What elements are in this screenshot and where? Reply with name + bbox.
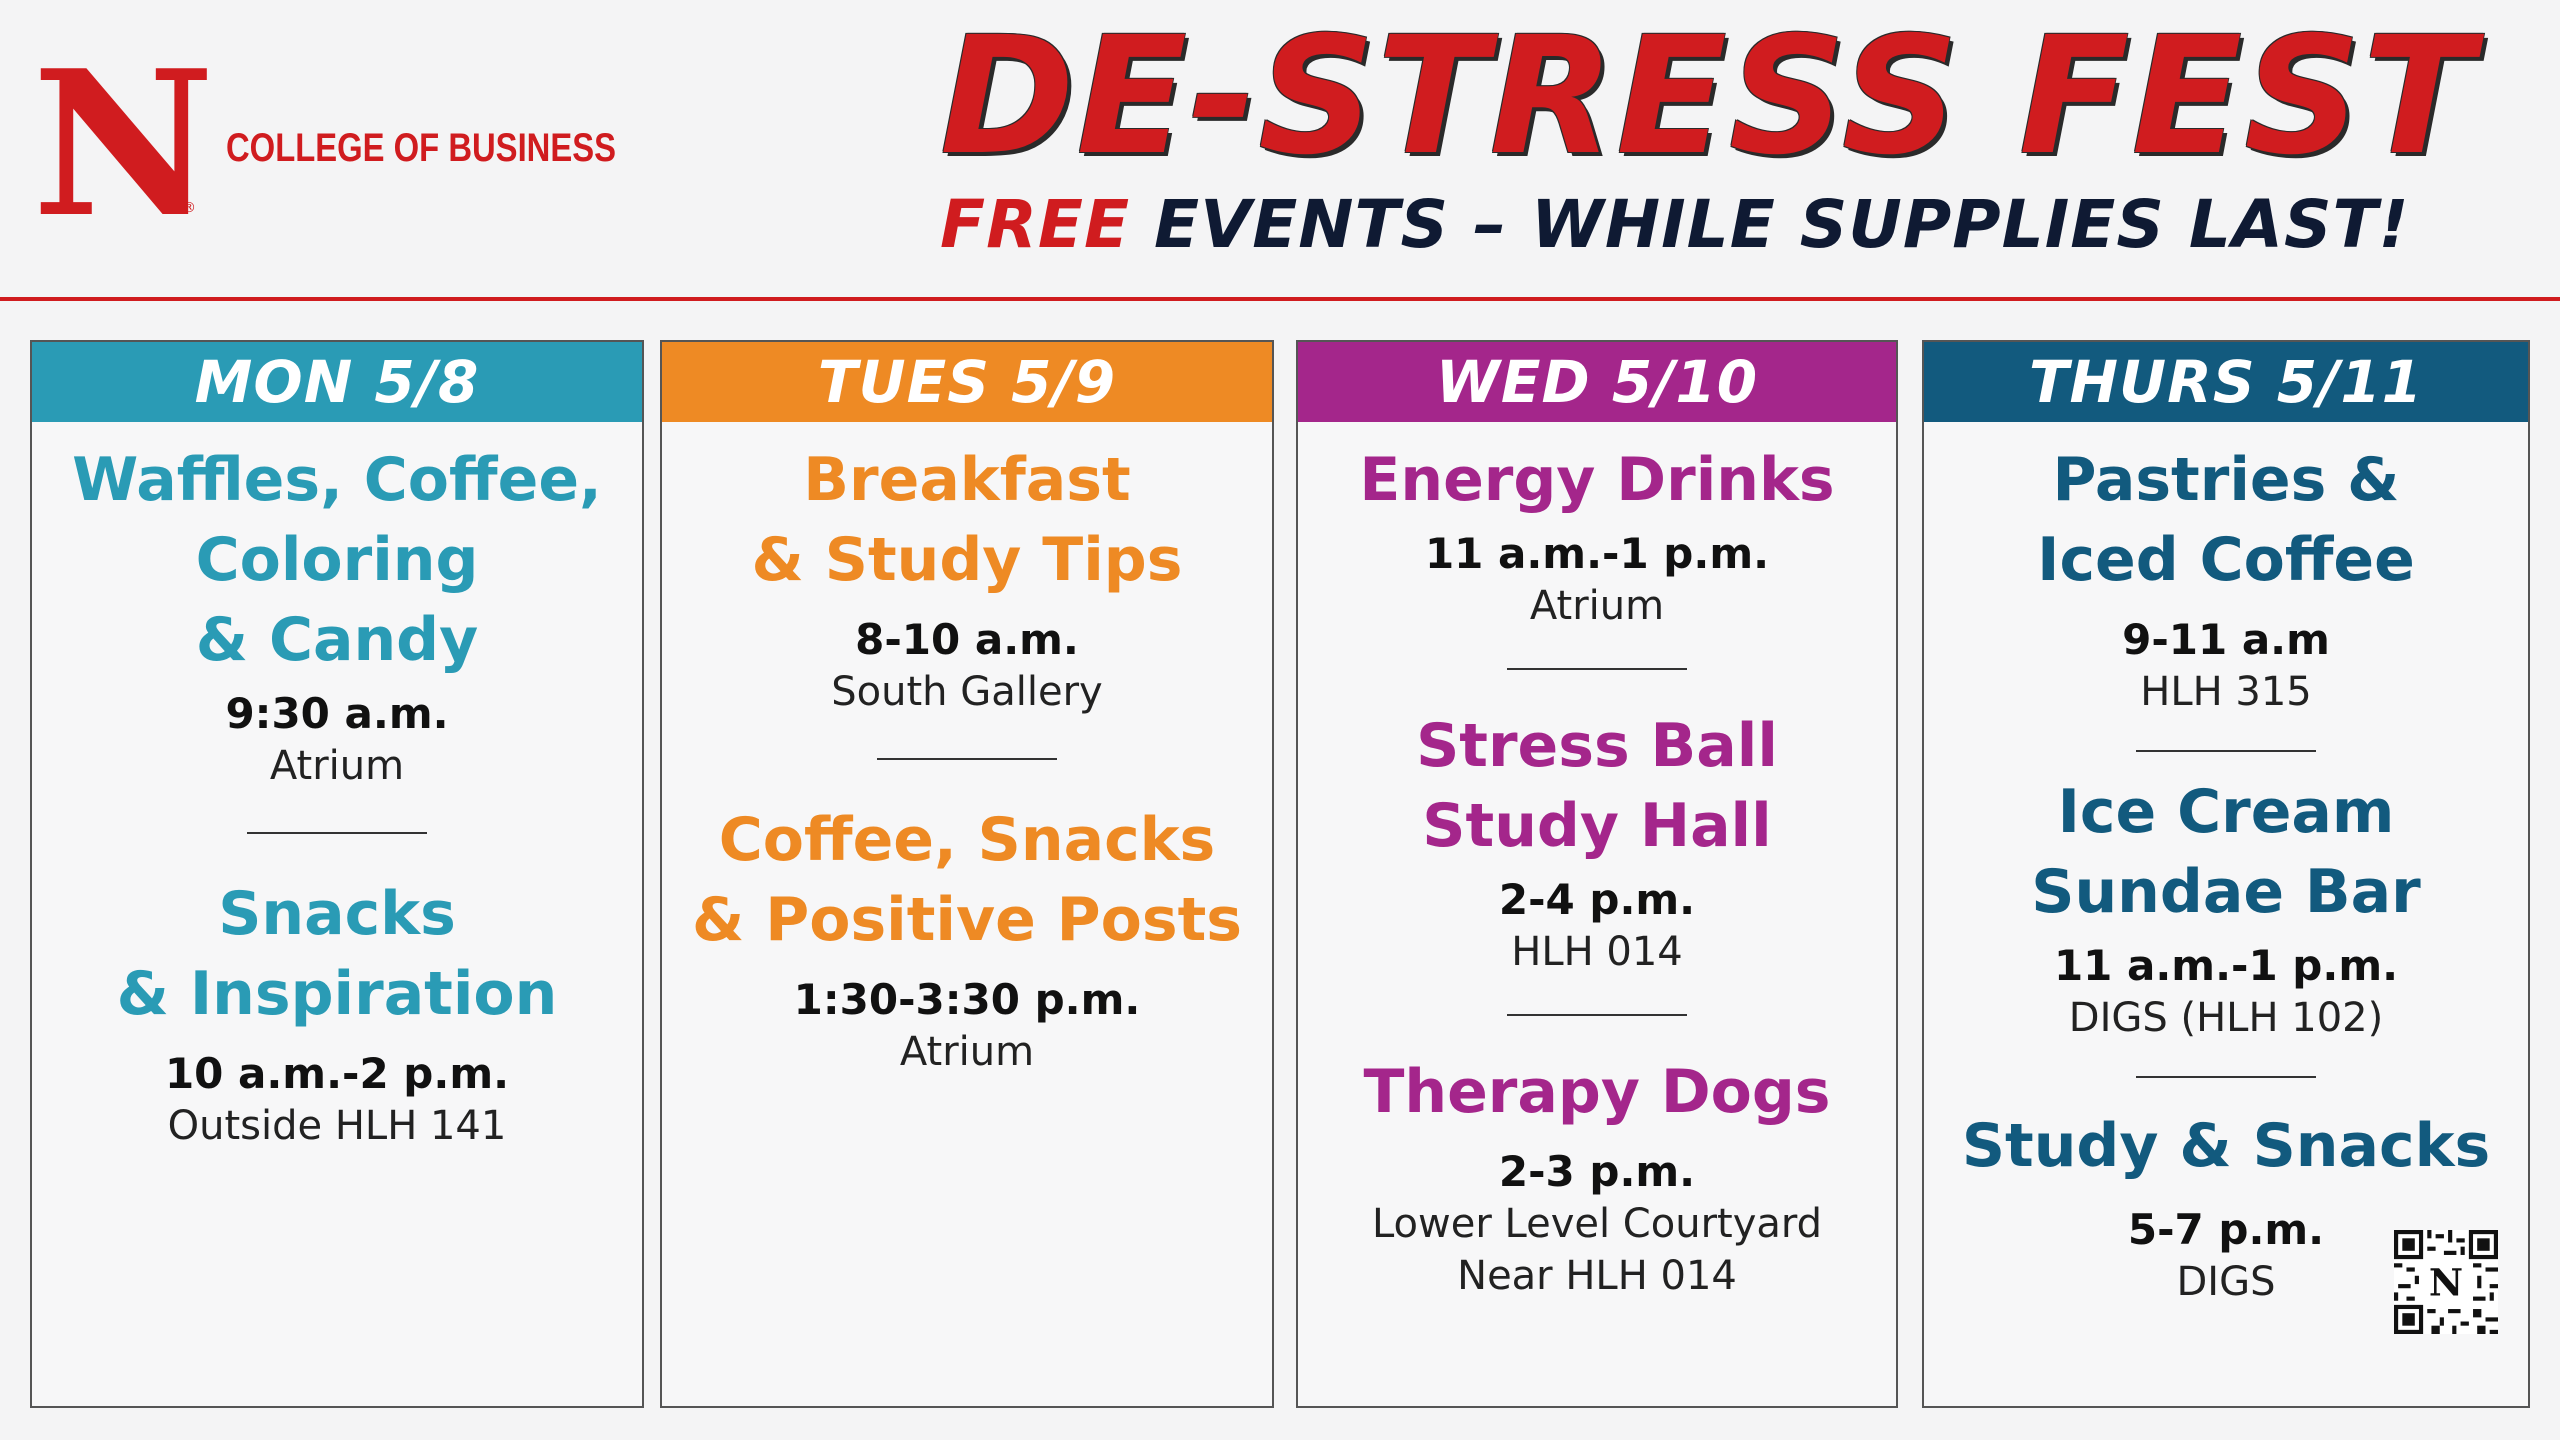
day-events: Waffles, Coffee, Coloring & Candy 9:30 a… [32, 422, 642, 1152]
event-name-line: Pastries & [2052, 445, 2400, 515]
event-divider [1507, 1014, 1687, 1016]
event-location: DIGS [2176, 1259, 2276, 1305]
event-name-line: Coloring [195, 525, 479, 595]
event-name-line: Waffles, Coffee, [72, 445, 602, 515]
qr-code-icon[interactable]: N [2394, 1230, 2498, 1334]
day-events: Energy Drinks 11 a.m.-1 p.m. Atrium Stre… [1298, 422, 1896, 1302]
event-name-line: & Candy [195, 605, 479, 675]
event-card: Pastries & Iced Coffee 9-11 a.m HLH 315 [1924, 440, 2528, 718]
event-divider [247, 832, 427, 834]
event-card: Coffee, Snacks & Positive Posts 1:30-3:3… [662, 800, 1272, 1078]
day-header: MON 5/8 [32, 342, 642, 422]
svg-text:N: N [2429, 1261, 2463, 1305]
event-name-line: Ice Cream [2057, 777, 2395, 847]
event-name-line: & Positive Posts [692, 885, 1242, 955]
event-card: Therapy Dogs 2-3 p.m. Lower Level Courty… [1298, 1052, 1896, 1302]
event-time: 11 a.m.-1 p.m. [1424, 529, 1770, 578]
event-card: Study & Snacks 5-7 p.m. DIGS [1924, 1106, 2528, 1308]
event-card: Waffles, Coffee, Coloring & Candy 9:30 a… [32, 440, 642, 792]
event-card: Energy Drinks 11 a.m.-1 p.m. Atrium [1298, 440, 1896, 632]
event-divider [877, 758, 1057, 760]
event-name-line: & Inspiration [116, 959, 558, 1029]
event-location: Atrium [1529, 583, 1665, 629]
event-location: South Gallery [831, 669, 1103, 715]
day-header: THURS 5/11 [1924, 342, 2528, 422]
event-name-line: Coffee, Snacks [718, 805, 1216, 875]
event-name-line: Breakfast [803, 445, 1131, 515]
event-divider [2136, 750, 2316, 752]
registered-mark: ® [182, 200, 196, 216]
event-card: Snacks & Inspiration 10 a.m.-2 p.m. Outs… [32, 874, 642, 1152]
event-time: 10 a.m.-2 p.m. [164, 1049, 510, 1098]
event-location: Atrium [899, 1029, 1035, 1075]
event-location: Lower Level Courtyard [1371, 1201, 1823, 1247]
event-card: Stress Ball Study Hall 2-4 p.m. HLH 014 [1298, 706, 1896, 978]
day-events: Pastries & Iced Coffee 9-11 a.m HLH 315 … [1924, 422, 2528, 1308]
event-location: HLH 014 [1511, 929, 1683, 975]
event-location: HLH 315 [2140, 669, 2312, 715]
event-time: 8-10 a.m. [855, 615, 1079, 664]
event-name-line: Therapy Dogs [1363, 1057, 1831, 1127]
event-time: 2-4 p.m. [1498, 875, 1696, 924]
event-name-line: Study & Snacks [1961, 1111, 2491, 1181]
event-name-line: Study Hall [1422, 791, 1772, 861]
event-card: Breakfast & Study Tips 8-10 a.m. South G… [662, 440, 1272, 718]
day-column-mon: MON 5/8 Waffles, Coffee, Coloring & Cand… [30, 340, 644, 1408]
event-location: DIGS (HLH 102) [2068, 995, 2384, 1041]
event-name-line: Stress Ball [1416, 711, 1778, 781]
event-time: 5-7 p.m. [2127, 1205, 2325, 1254]
event-time: 11 a.m.-1 p.m. [2053, 941, 2399, 990]
event-divider [1507, 668, 1687, 670]
event-location: Near HLH 014 [1457, 1253, 1737, 1299]
event-time: 9:30 a.m. [225, 689, 449, 738]
event-time: 2-3 p.m. [1498, 1147, 1696, 1196]
subtitle-rest: EVENTS – WHILE SUPPLIES LAST! [1130, 186, 2410, 263]
event-name-line: & Study Tips [751, 525, 1183, 595]
college-logo: N ® COLLEGE OF BUSINESS [32, 27, 702, 262]
event-location: Outside HLH 141 [167, 1103, 507, 1149]
event-location: Atrium [269, 743, 405, 789]
event-name-line: Sundae Bar [2031, 857, 2421, 927]
event-name-line: Snacks [218, 879, 456, 949]
event-card: Ice Cream Sundae Bar 11 a.m.-1 p.m. DIGS… [1924, 772, 2528, 1044]
header-divider [0, 297, 2560, 301]
event-name-line: Energy Drinks [1359, 445, 1835, 515]
college-name: COLLEGE OF BUSINESS [226, 125, 616, 170]
event-time: 9-11 a.m [2122, 615, 2330, 664]
day-column-wed: WED 5/10 Energy Drinks 11 a.m.-1 p.m. At… [1296, 340, 1898, 1408]
event-name-line: Iced Coffee [2037, 525, 2415, 595]
nebraska-n-logo: N [32, 27, 215, 262]
event-title: DE-STRESS FEST [940, 3, 2476, 191]
day-column-thurs: THURS 5/11 Pastries & Iced Coffee 9-11 a… [1922, 340, 2530, 1408]
event-divider [2136, 1076, 2316, 1078]
subtitle-free: FREE [940, 186, 1131, 263]
day-events: Breakfast & Study Tips 8-10 a.m. South G… [662, 422, 1272, 1078]
day-header: WED 5/10 [1298, 342, 1896, 422]
day-header: TUES 5/9 [662, 342, 1272, 422]
event-time: 1:30-3:30 p.m. [793, 975, 1141, 1024]
event-subtitle: FREE EVENTS – WHILE SUPPLIES LAST! [940, 185, 2410, 265]
day-column-tues: TUES 5/9 Breakfast & Study Tips 8-10 a.m… [660, 340, 1274, 1408]
